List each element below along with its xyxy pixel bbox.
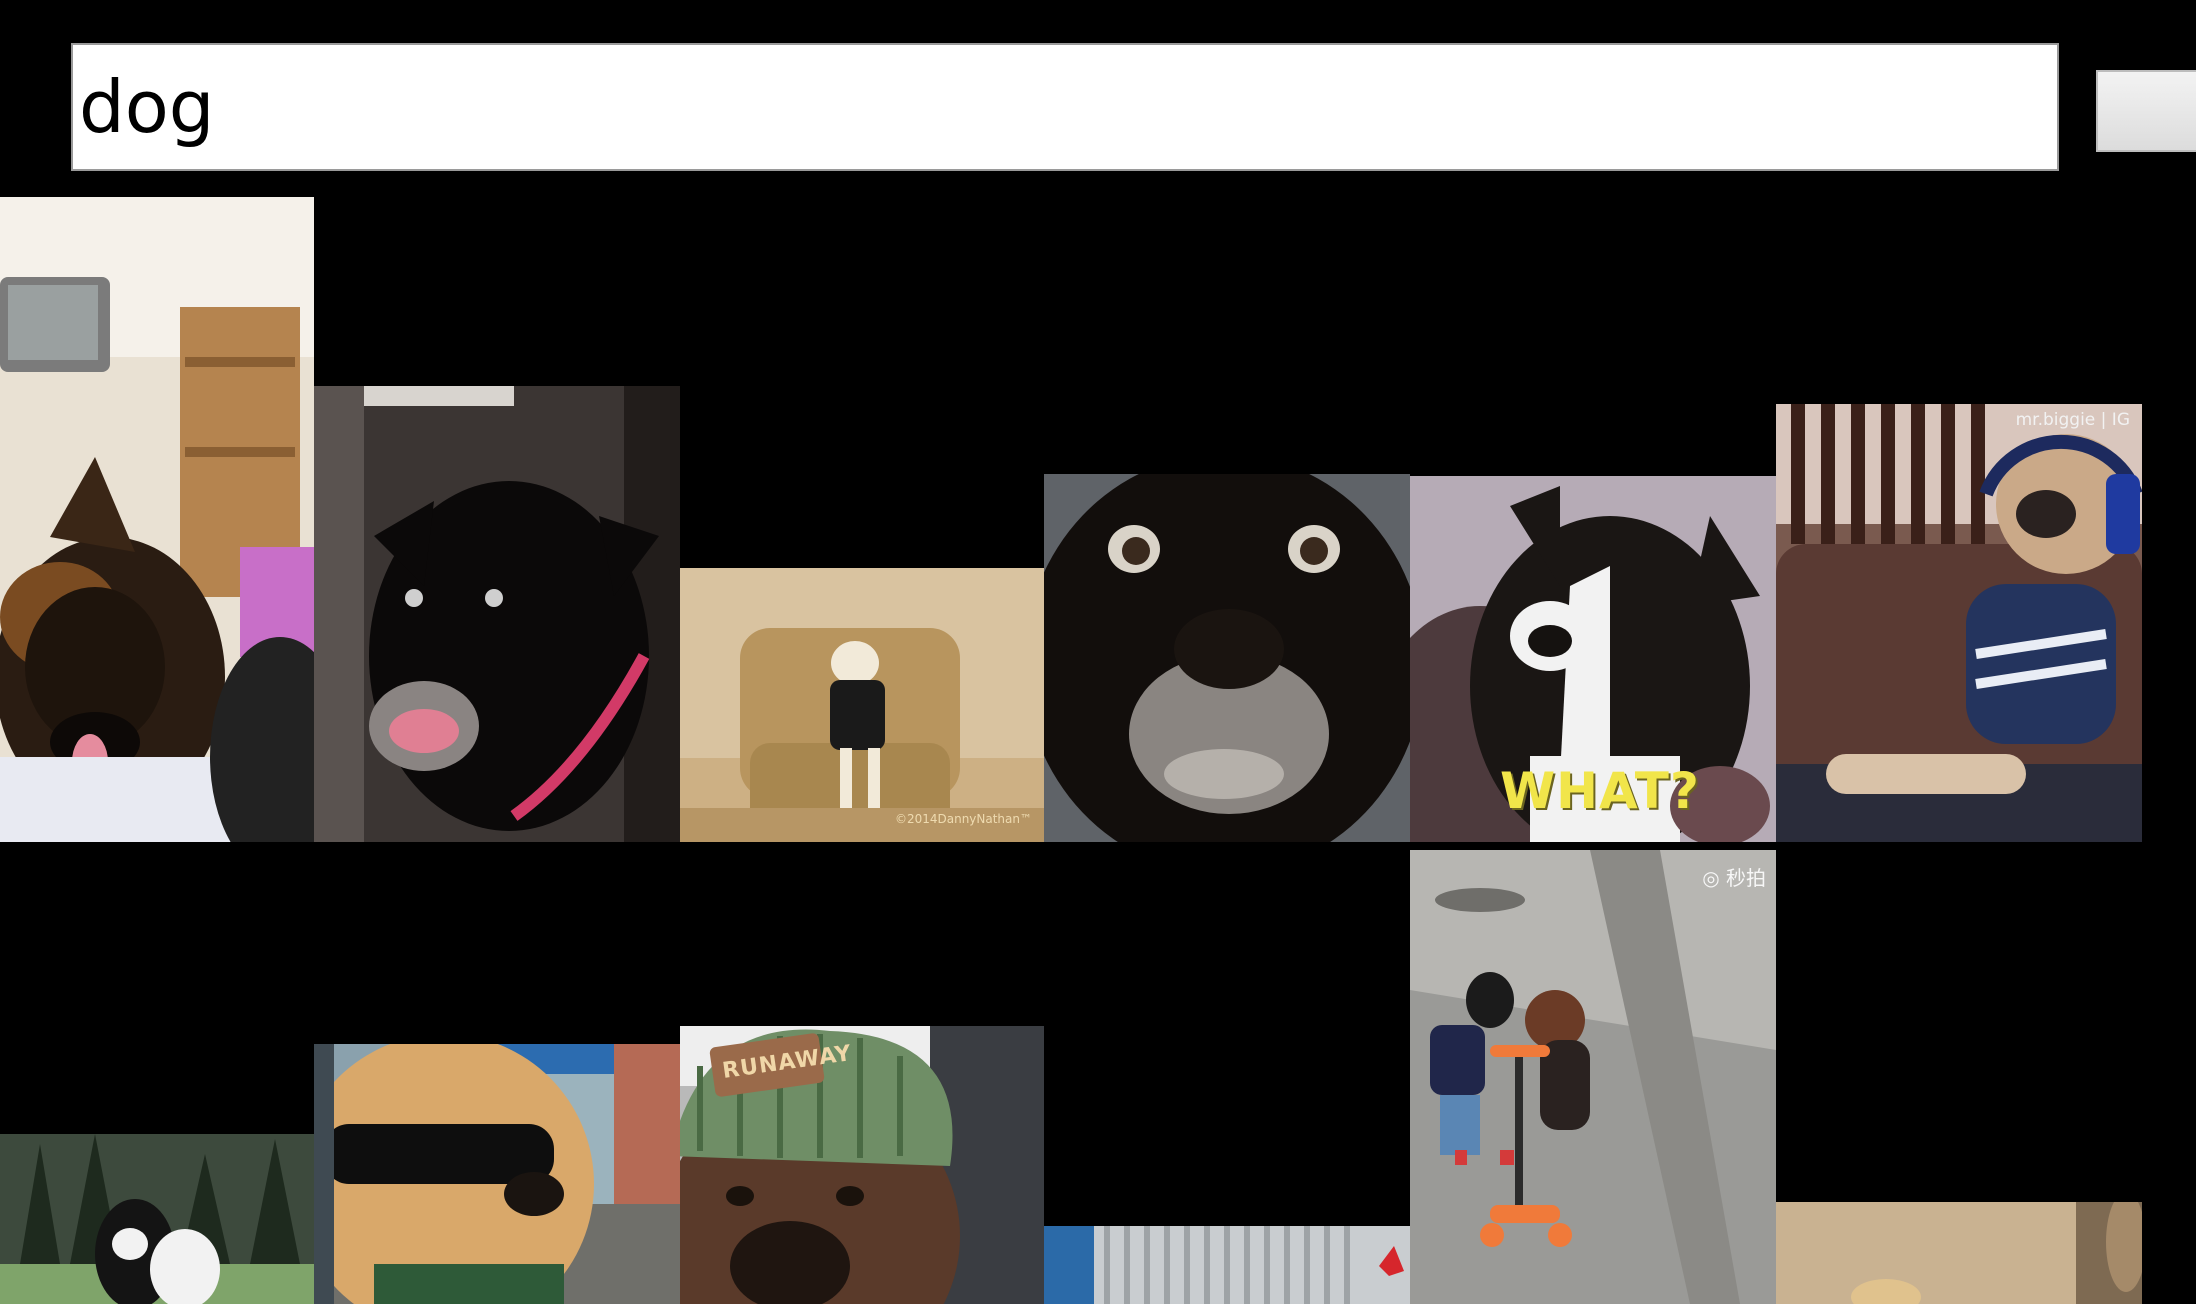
gif-result-surprised-black-dog[interactable] — [1044, 474, 1410, 842]
gif-result-shepherd-puppy[interactable] — [0, 197, 314, 842]
gif-result-what-dog[interactable]: WHAT? — [1410, 476, 1776, 842]
watermark-caption: ◎ 秒拍 — [1702, 866, 1766, 890]
golden-sunglasses-image — [314, 1044, 680, 1304]
gif-result-husky-snow[interactable] — [0, 1134, 314, 1304]
surprised-black-dog-image — [1044, 474, 1410, 842]
blinds-image — [1044, 1226, 1410, 1304]
what-caption: WHAT? — [1500, 762, 1700, 820]
pug-headphones-image — [1776, 404, 2142, 842]
gif-result-black-dog-doorway[interactable] — [314, 386, 680, 842]
gif-result-scooter-dog[interactable]: ◎ 秒拍 — [1410, 850, 1776, 1304]
shepherd-puppy-image — [0, 197, 314, 842]
credit-caption: mr.biggie | IG — [2015, 410, 2130, 430]
search-input[interactable] — [71, 43, 2059, 171]
copyright-caption: ©2014DannyNathan™ — [894, 812, 1032, 826]
gif-result-dancing-dog-chair[interactable]: ©2014DannyNathan™ — [680, 568, 1044, 842]
gif-result-pug-headphones[interactable]: mr.biggie | IG — [1776, 404, 2142, 842]
gif-result-golden-sunglasses[interactable] — [314, 1044, 680, 1304]
scooter-dog-image — [1410, 850, 1776, 1304]
gif-result-golden-peek[interactable] — [1776, 1202, 2142, 1304]
dancing-dog-chair-image — [680, 568, 1044, 842]
golden-peek-image — [1776, 1202, 2142, 1304]
what-dog-image — [1410, 476, 1776, 842]
search-button[interactable] — [2096, 70, 2196, 152]
husky-snow-image — [0, 1134, 314, 1304]
boxer-beanie-image — [680, 1026, 1044, 1304]
gif-result-boxer-beanie[interactable]: RUNAWAY — [680, 1026, 1044, 1304]
gif-result-blinds[interactable] — [1044, 1226, 1410, 1304]
black-dog-doorway-image — [314, 386, 680, 842]
